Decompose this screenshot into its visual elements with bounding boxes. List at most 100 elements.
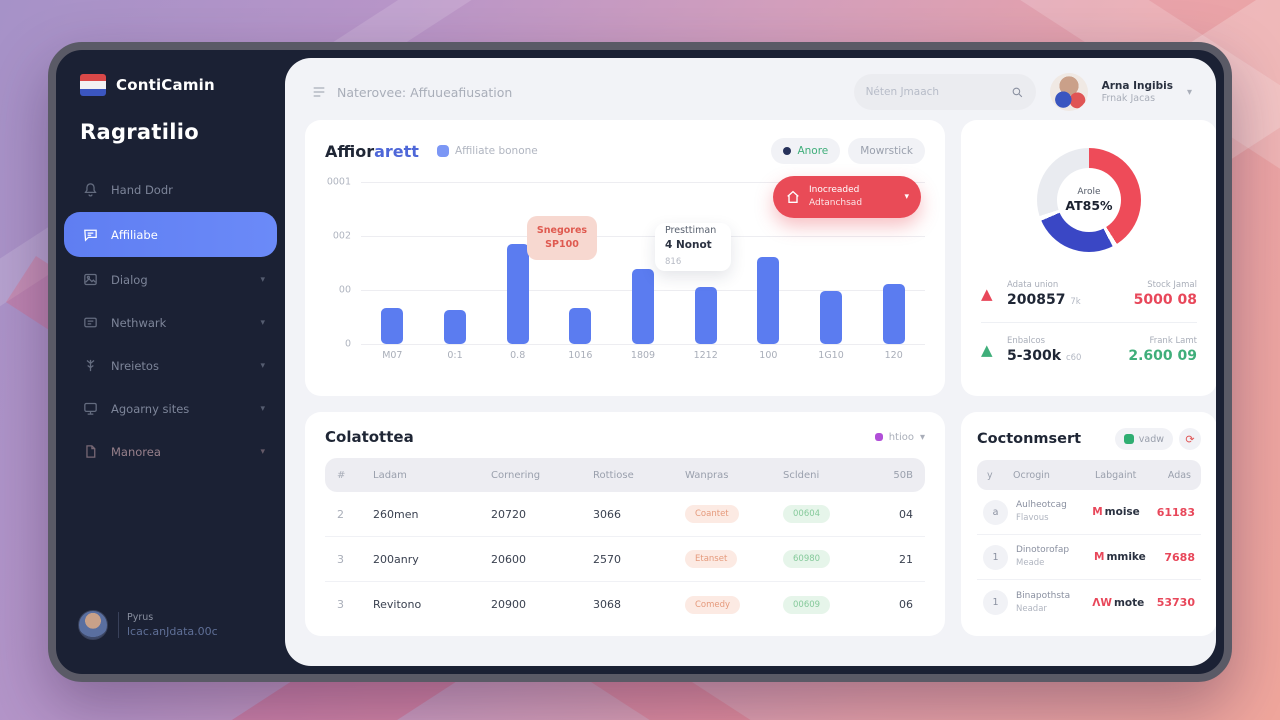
chevron-down-icon: ▾ xyxy=(904,192,909,202)
chart-bar xyxy=(569,308,592,344)
topbar: Naterovee: Affuueafiusation Arna Ingibis… xyxy=(305,58,1196,120)
sidebar-nav: Hand Dodr Affiliabe Dialog ▾ Nethwark ▾ … xyxy=(56,168,285,473)
search-icon[interactable] xyxy=(1011,86,1024,99)
chevron-down-icon: ▾ xyxy=(919,431,925,443)
chart-bar xyxy=(506,243,529,344)
chevron-down-icon: ▾ xyxy=(260,274,265,285)
sidebar-item-label: Dialog xyxy=(111,272,148,287)
trend-up-icon: ▲ xyxy=(981,285,993,303)
x-tick-label: 120 xyxy=(884,350,903,361)
view-toggle-button[interactable]: vadw xyxy=(1114,428,1173,450)
sidebar-item-affiliabe[interactable]: Affiliabe xyxy=(64,212,277,257)
tooltip-negative: Snegores SP100 xyxy=(527,216,597,260)
sidebar-item-label: Affiliabe xyxy=(111,227,158,242)
stat-row: ▲ Enbalcos 5-300k c60 Frank Lamt 2.600 0… xyxy=(981,336,1197,364)
status-badge: 60980 xyxy=(783,550,831,568)
chevron-down-icon: ▾ xyxy=(260,360,265,371)
chevron-down-icon: ▾ xyxy=(260,403,265,414)
y-tick-label: 00 xyxy=(338,284,351,296)
chevron-down-icon[interactable]: ▾ xyxy=(1186,86,1192,98)
donut-center-label: Arole AT85% xyxy=(1057,168,1121,232)
sidebar-item-label: Nreietos xyxy=(111,358,159,373)
chart-bar xyxy=(882,284,905,344)
x-tick-label: 0.8 xyxy=(510,350,526,361)
bar-chart: 0001 002 00 0 Snegores SP100 Presttiman 4 N… xyxy=(325,177,925,366)
avatar xyxy=(78,610,108,640)
table-filter-dropdown[interactable]: htioo ▾ xyxy=(874,431,925,443)
x-tick-label: 1016 xyxy=(568,350,593,361)
x-tick-label: 1G10 xyxy=(818,350,844,361)
sidebar-user[interactable]: Pyrus lcac.anJdata.00c xyxy=(78,610,218,640)
bell-icon xyxy=(84,183,97,197)
grid-icon xyxy=(1123,434,1134,444)
chart-title: Affiorarett xyxy=(325,141,419,161)
y-axis: 0001 002 00 0 xyxy=(325,177,353,350)
sidebar-item-nreietos[interactable]: Nreietos ▾ xyxy=(56,344,285,387)
chart-bar xyxy=(757,256,780,344)
sidebar-item-manorea[interactable]: Manorea ▾ xyxy=(56,430,285,473)
list-card: Coctonmsert vadw ⟳ y Ocrogin Labgaint xyxy=(961,412,1216,636)
sidebar-item-agoarny-sites[interactable]: Agoarny sites ▾ xyxy=(56,387,285,430)
sidebar-item-label: Nethwark xyxy=(111,315,167,330)
dot-icon xyxy=(874,433,883,441)
dot-icon xyxy=(783,147,792,155)
sidebar-item-label: Manorea xyxy=(111,444,161,459)
bar-chart-card: Affiorarett Affiliate bonone Anore xyxy=(305,120,945,396)
doc-icon xyxy=(86,445,96,458)
sidebar-user-detail: lcac.anJdata.00c xyxy=(127,625,218,638)
breadcrumb: Naterovee: Affuueafiusation xyxy=(311,84,512,100)
search-input[interactable] xyxy=(865,86,1011,98)
chart-bar xyxy=(444,309,466,344)
metric-icon: M xyxy=(1092,506,1103,518)
x-tick-label: 1809 xyxy=(630,350,656,361)
table-row: 3 Revitono 20900 3068 Comedy 00609 06 xyxy=(325,582,925,627)
x-tick-label: 1212 xyxy=(693,350,718,361)
search-bar xyxy=(853,74,1036,110)
table-card: Colatottea htioo ▾ # Ladam Cornering Rot… xyxy=(305,412,945,636)
list-icon xyxy=(313,87,325,97)
table-title: Colatottea xyxy=(325,428,414,446)
refresh-button[interactable]: ⟳ xyxy=(1179,428,1201,450)
sidebar-item-nethwark[interactable]: Nethwark ▾ xyxy=(56,301,285,344)
chat-icon xyxy=(84,229,97,242)
chart-legend: Affiliate bonone xyxy=(436,145,538,157)
status-badge: Comedy xyxy=(685,595,741,614)
status-badge: 00609 xyxy=(783,595,831,614)
sidebar-item-dialog[interactable]: Dialog ▾ xyxy=(56,258,285,301)
donut-card: Arole AT85% ▲ Adata union 200857 7k Stoc… xyxy=(961,120,1216,396)
increase-advanced-button[interactable]: Inocreaded Adtanchsad ▾ xyxy=(773,176,921,218)
sidebar-title: Ragratilio xyxy=(80,120,199,144)
list-item: 1 Binapothsta Neadar ΛW mote 53730 xyxy=(977,580,1201,625)
bar-plot: Snegores SP100 Presttiman 4 Nonot 816 xyxy=(361,182,925,345)
chart-bars xyxy=(361,182,925,344)
chart-bar xyxy=(820,290,843,344)
x-tick-label: M07 xyxy=(382,350,403,361)
sidebar-item-hand-dodr[interactable]: Hand Dodr xyxy=(56,168,285,211)
main-content: Naterovee: Affuueafiusation Arna Ingibis… xyxy=(285,58,1216,666)
gridline xyxy=(361,182,925,183)
image-icon xyxy=(84,273,97,286)
plant-icon xyxy=(86,359,95,372)
filter-pill-anore[interactable]: Anore xyxy=(771,138,841,164)
tooltip-prediction: Presttiman 4 Nonot 816 xyxy=(655,223,731,271)
sidebar: ContiCamin Ragratilio Hand Dodr Affiliab… xyxy=(56,50,285,674)
trend-up-icon: ▲ xyxy=(981,341,993,359)
avatar[interactable] xyxy=(1049,73,1088,111)
app-logo[interactable]: ContiCamin xyxy=(80,74,215,96)
divider xyxy=(981,322,1197,323)
y-tick-label: 0001 xyxy=(326,176,351,188)
filter-pill-mowrstick[interactable]: Mowrstick xyxy=(848,138,925,164)
home-icon xyxy=(787,190,799,203)
table-header-row: # Ladam Cornering Rottiose Wanpras Sclde… xyxy=(325,458,925,492)
status-badge: Coantet xyxy=(685,505,739,523)
card-icon xyxy=(84,317,97,328)
list-header-row: y Ocrogin Labgaint Adas xyxy=(977,460,1201,490)
status-badge: 00604 xyxy=(783,505,831,523)
status-badge: Etanset xyxy=(685,550,738,568)
app-logo-text: ContiCamin xyxy=(116,76,215,94)
legend-label: Affiliate bonone xyxy=(454,145,538,157)
user-menu[interactable]: Arna Ingibis Frnak Jacas xyxy=(1102,80,1173,105)
y-tick-label: 0 xyxy=(344,338,351,350)
